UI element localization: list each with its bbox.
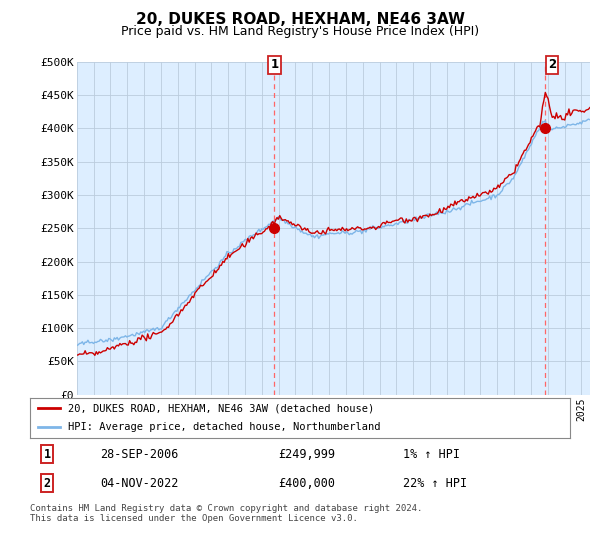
- Text: 22% ↑ HPI: 22% ↑ HPI: [403, 477, 467, 490]
- Text: 1% ↑ HPI: 1% ↑ HPI: [403, 447, 460, 461]
- Text: Contains HM Land Registry data © Crown copyright and database right 2024.
This d: Contains HM Land Registry data © Crown c…: [30, 504, 422, 524]
- Text: 04-NOV-2022: 04-NOV-2022: [100, 477, 179, 490]
- Text: 1: 1: [44, 447, 51, 461]
- Text: 28-SEP-2006: 28-SEP-2006: [100, 447, 179, 461]
- Text: £249,999: £249,999: [278, 447, 335, 461]
- Text: Price paid vs. HM Land Registry's House Price Index (HPI): Price paid vs. HM Land Registry's House …: [121, 25, 479, 38]
- Text: 1: 1: [271, 58, 278, 72]
- Text: £400,000: £400,000: [278, 477, 335, 490]
- Text: 2: 2: [548, 58, 556, 72]
- Text: 2: 2: [44, 477, 51, 490]
- Text: 20, DUKES ROAD, HEXHAM, NE46 3AW (detached house): 20, DUKES ROAD, HEXHAM, NE46 3AW (detach…: [68, 404, 374, 413]
- Text: HPI: Average price, detached house, Northumberland: HPI: Average price, detached house, Nort…: [68, 422, 380, 432]
- Text: 20, DUKES ROAD, HEXHAM, NE46 3AW: 20, DUKES ROAD, HEXHAM, NE46 3AW: [136, 12, 464, 27]
